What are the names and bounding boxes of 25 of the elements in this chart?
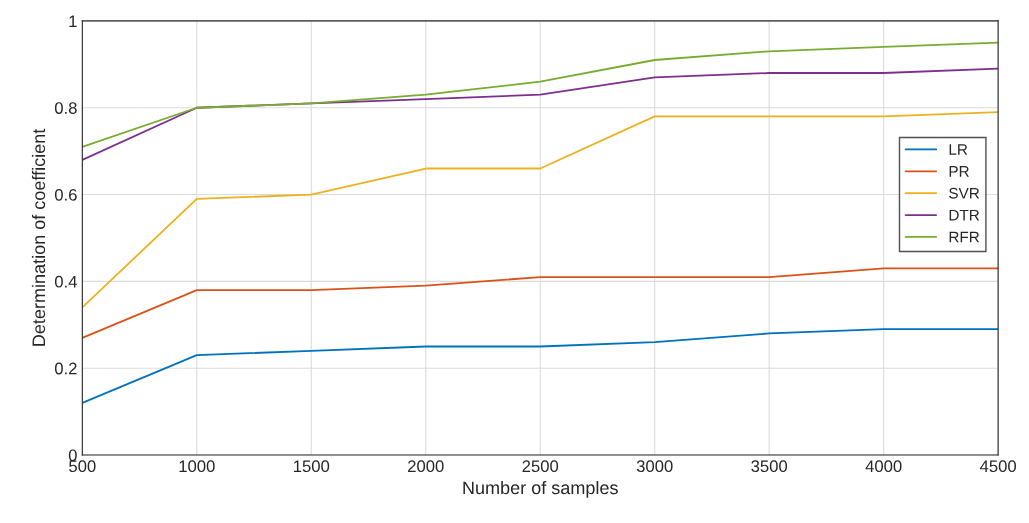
x-tick-label: 500: [69, 460, 96, 473]
legend-label: RFR: [949, 231, 980, 243]
x-tick-label: 1500: [294, 460, 330, 473]
line-series: [82, 111, 999, 309]
y-tick-label: 0.4: [54, 275, 77, 288]
y-tick-label: 1: [69, 15, 77, 27]
line-series: [82, 328, 999, 404]
legend-label: SVR: [949, 187, 980, 199]
x-tick-label: 3000: [636, 460, 673, 473]
x-tick-label: 4500: [979, 460, 1017, 473]
line-series: [82, 267, 999, 339]
legend-label: LR: [949, 144, 968, 155]
legend-label: PR: [949, 166, 969, 177]
x-tick-label: 2500: [522, 460, 559, 473]
x-tick-label: 2000: [408, 460, 444, 473]
x-tick-label: 1000: [179, 460, 215, 473]
y-tick-label: 0.8: [54, 102, 77, 114]
x-tick-label: 4000: [865, 460, 902, 473]
y-axis-title: Determination of coefficient: [31, 128, 46, 346]
y-tick-label: 0.2: [54, 362, 77, 375]
x-tick-label: 3500: [751, 460, 788, 473]
legend-label: DTR: [949, 209, 980, 221]
y-tick-label: 0: [68, 449, 77, 462]
x-axis-title: Number of samples: [463, 480, 618, 498]
y-tick-label: 0.6: [54, 188, 77, 201]
